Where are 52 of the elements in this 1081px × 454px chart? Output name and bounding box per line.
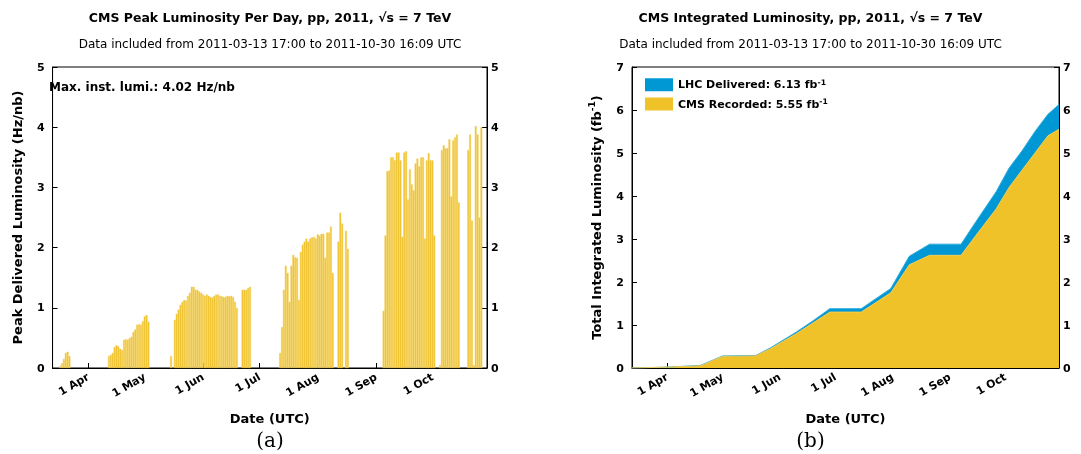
y-tick-label: 6: [616, 103, 625, 117]
y2-tick-label: 4: [1063, 189, 1071, 203]
chart-subtitle: Data included from 2011-03-13 17:00 to 2011-10-30 16:09 UTC: [619, 37, 1002, 51]
y2-tick-label: 1: [491, 301, 499, 315]
y-tick-label: 1: [36, 301, 45, 315]
y2-tick-label: 5: [1063, 146, 1071, 160]
x-axis-title: Date (UTC): [229, 411, 310, 426]
y-axis-title: Peak Delivered Luminosity (Hz/nb): [9, 90, 25, 345]
x-axis-title: Date (UTC): [805, 411, 886, 426]
text: (b): [796, 428, 825, 452]
x-tick-label: 1 Jun: [172, 370, 207, 398]
chart-title: CMS Peak Luminosity Per Day, pp, 2011, √s = 7 TeV: [88, 10, 452, 25]
x-tick-label: 1 Oct: [401, 370, 436, 398]
x-tick-label: 1 Sep: [916, 370, 954, 399]
x-tick-label: 1 Apr: [635, 370, 671, 399]
y2-tick-label: 6: [1063, 103, 1071, 117]
y2-tick-label: 4: [491, 120, 499, 134]
y2-tick-label: 5: [491, 60, 499, 74]
y2-tick-label: 2: [491, 241, 499, 255]
y-tick-label: 0: [616, 361, 625, 375]
chart-subtitle: Data included from 2011-03-13 17:00 to 2011-10-30 16:09 UTC: [78, 37, 462, 51]
x-tick-label: 1 Jul: [232, 370, 263, 396]
x-tick-label: 1 Jun: [749, 370, 784, 398]
x-tick-label: 1 May: [109, 370, 148, 400]
y-tick-label: 3: [616, 232, 624, 246]
x-tick-label: 1 Sep: [342, 370, 380, 399]
y-tick-label: 4: [616, 189, 625, 203]
y-axis-title: Total Integrated Luminosity (fb-1): [586, 95, 604, 340]
y2-tick-label: 0: [491, 361, 499, 375]
chart-title: CMS Integrated Luminosity, pp, 2011, √s = 7 TeV: [638, 10, 983, 25]
text: (a): [256, 428, 284, 452]
y2-tick-label: 3: [491, 180, 499, 194]
x-tick-label: 1 Oct: [973, 370, 1009, 398]
y-tick-label: 3: [36, 180, 45, 194]
y-tick-label: 5: [616, 146, 624, 160]
y-tick-label: 2: [36, 241, 45, 255]
y-tick-label: 7: [616, 60, 624, 74]
x-tick-label: 1 Aug: [283, 370, 321, 400]
y-tick-label: 0: [36, 361, 45, 375]
x-tick-label: 1 Apr: [56, 370, 93, 399]
y-tick-label: 2: [616, 275, 624, 289]
x-tick-label: 1 Aug: [858, 370, 896, 400]
y2-tick-label: 3: [1063, 232, 1071, 246]
y-tick-label: 1: [616, 318, 624, 332]
y2-tick-label: 0: [1063, 361, 1071, 375]
x-tick-label: 1 Jul: [808, 370, 839, 396]
y2-tick-label: 7: [1063, 60, 1071, 74]
x-tick-label: 1 May: [687, 370, 726, 400]
y-tick-label: 4: [36, 120, 45, 134]
y2-tick-label: 1: [1063, 318, 1071, 332]
y-tick-label: 5: [36, 60, 45, 74]
y2-tick-label: 2: [1063, 275, 1071, 289]
